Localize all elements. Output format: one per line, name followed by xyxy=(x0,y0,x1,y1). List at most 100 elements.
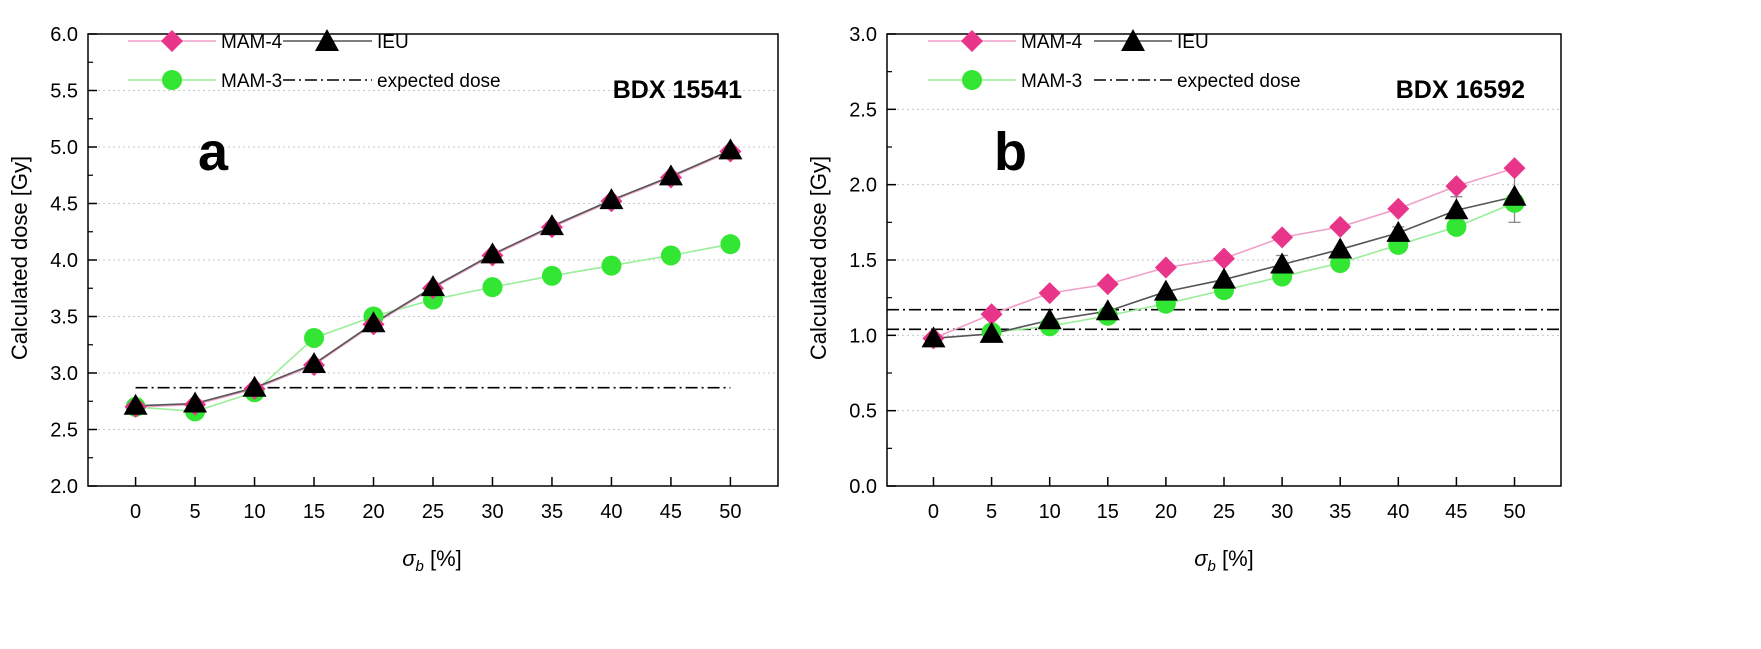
x-tick-label: 35 xyxy=(1329,501,1351,523)
legend-item-expected-dose: expected dose xyxy=(283,71,501,92)
diamond-marker-icon xyxy=(961,30,983,52)
x-tick-label: 50 xyxy=(719,501,741,523)
data-point-ieu xyxy=(1153,279,1178,301)
data-point-mam-3 xyxy=(601,255,622,276)
triangle-marker-icon xyxy=(1121,29,1145,51)
data-point-mam-4 xyxy=(980,303,1003,326)
y-tick-label: 0.5 xyxy=(849,401,877,423)
legend-item-ieu: IEU xyxy=(1094,29,1209,53)
y-tick-label: 1.0 xyxy=(849,325,877,347)
legend: MAM-4 IEU MAM-3 expected dose xyxy=(928,29,1301,92)
data-point-ieu xyxy=(1037,308,1062,330)
data-point-mam-4 xyxy=(1154,256,1177,279)
y-tick-label: 2.5 xyxy=(50,420,78,442)
x-tick-label: 45 xyxy=(660,501,682,523)
data-point-mam-3 xyxy=(660,245,681,266)
legend-label-mam4: MAM-4 xyxy=(1021,32,1083,53)
x-tick-label: 15 xyxy=(303,501,325,523)
x-tick-label: 30 xyxy=(481,501,503,523)
legend-label-ieu: IEU xyxy=(1177,32,1209,53)
series-markers xyxy=(123,138,743,422)
legend-label-mam3: MAM-3 xyxy=(1021,71,1082,92)
x-tick-label: 15 xyxy=(1097,501,1119,523)
x-tick-label: 0 xyxy=(130,501,141,523)
data-point-ieu xyxy=(1212,267,1236,289)
y-tick-label: 2.5 xyxy=(849,99,877,121)
data-point-ieu xyxy=(658,164,683,186)
data-point-ieu xyxy=(979,321,1004,343)
y-tick-label: 3.0 xyxy=(849,24,877,46)
x-tick-label: 20 xyxy=(362,501,384,523)
data-point-ieu xyxy=(921,326,946,348)
legend-label-mam4: MAM-4 xyxy=(221,32,283,53)
x-axis-title: σb [%] xyxy=(1194,546,1254,575)
panel-a: 2.0 2.5 3.0 3.5 4.0 4.5 5.0 5.5 6.0 0 5 10 15 20 25 30 3… xyxy=(7,24,779,575)
series-line-mam-3 xyxy=(991,202,1515,334)
y-tick-label: 3.5 xyxy=(50,307,78,329)
panel-letter: a xyxy=(198,122,229,182)
legend-item-expected-dose: expected dose xyxy=(1094,71,1301,92)
data-point-ieu xyxy=(539,214,564,236)
data-point-ieu xyxy=(123,393,148,415)
sample-label: BDX 16592 xyxy=(1396,76,1525,104)
y-tick-label: 5.5 xyxy=(50,81,78,103)
data-point-mam-3 xyxy=(541,265,562,286)
data-point-ieu xyxy=(421,275,445,297)
x-tick-label: 40 xyxy=(600,501,622,523)
panel-b: 0.0 0.5 1.0 1.5 2.0 2.5 3.0 0 5 10 15 20 25 30 35 40 45 5… xyxy=(806,24,1562,575)
data-point-mam-3 xyxy=(720,234,741,255)
data-point-ieu xyxy=(1444,198,1469,220)
data-point-ieu xyxy=(718,138,743,160)
x-tick-label: 35 xyxy=(541,501,563,523)
x-tick-label: 5 xyxy=(190,501,201,523)
data-point-mam-3 xyxy=(304,327,325,348)
data-point-ieu xyxy=(242,375,267,397)
y-axis-title: Calculated dose [Gy] xyxy=(806,156,831,360)
series-line-mam-3 xyxy=(135,243,731,413)
axes: 0.0 0.5 1.0 1.5 2.0 2.5 3.0 0 5 10 15 20 25 30 35 40 45 5… xyxy=(849,24,1525,523)
data-point-ieu xyxy=(1270,252,1295,274)
y-tick-label: 2.0 xyxy=(50,476,78,498)
data-point-mam-4 xyxy=(1096,273,1119,296)
data-point-ieu xyxy=(1502,184,1527,206)
legend-item-mam3: MAM-3 xyxy=(128,70,282,92)
data-point-ieu xyxy=(1386,220,1411,242)
legend-item-mam4: MAM-4 xyxy=(928,30,1083,53)
x-tick-label: 0 xyxy=(928,501,939,523)
data-point-mam-3 xyxy=(1446,216,1467,237)
data-point-ieu xyxy=(599,188,624,210)
legend-label-mam3: MAM-3 xyxy=(221,71,282,92)
y-tick-label: 4.5 xyxy=(50,194,78,216)
y-tick-label: 2.0 xyxy=(849,175,877,197)
sample-label: BDX 15541 xyxy=(613,76,742,104)
data-point-ieu xyxy=(1095,299,1120,321)
y-tick-label: 0.0 xyxy=(849,476,877,498)
x-tick-label: 5 xyxy=(986,501,997,523)
legend-item-mam3: MAM-3 xyxy=(928,70,1082,92)
data-point-ieu xyxy=(302,351,327,373)
data-point-mam-3 xyxy=(482,277,503,298)
data-point-mam-4 xyxy=(1329,215,1352,238)
y-tick-label: 3.0 xyxy=(50,363,78,385)
x-tick-label: 20 xyxy=(1155,501,1177,523)
x-tick-label: 25 xyxy=(1213,501,1235,523)
circle-marker-icon xyxy=(962,70,982,90)
circle-marker-icon xyxy=(162,70,182,90)
legend: MAM-4 IEU MAM-3 expected dose xyxy=(128,29,501,92)
legend-label-expected-dose: expected dose xyxy=(1177,71,1301,92)
data-point-mam-4 xyxy=(1271,226,1294,249)
series-markers xyxy=(921,157,1527,350)
y-axis-title: Calculated dose [Gy] xyxy=(7,156,32,360)
x-tick-label: 25 xyxy=(422,501,444,523)
legend-label-ieu: IEU xyxy=(377,32,409,53)
legend-item-ieu: IEU xyxy=(283,29,409,53)
data-point-ieu xyxy=(480,242,505,264)
axes: 2.0 2.5 3.0 3.5 4.0 4.5 5.0 5.5 6.0 0 5 10 15 20 25 30 3… xyxy=(50,24,741,523)
y-tick-label: 1.5 xyxy=(849,250,877,272)
x-tick-label: 50 xyxy=(1503,501,1525,523)
data-point-ieu xyxy=(361,311,386,333)
triangle-marker-icon xyxy=(315,29,339,51)
data-point-mam-4 xyxy=(1445,175,1468,198)
legend-item-mam4: MAM-4 xyxy=(128,30,283,53)
